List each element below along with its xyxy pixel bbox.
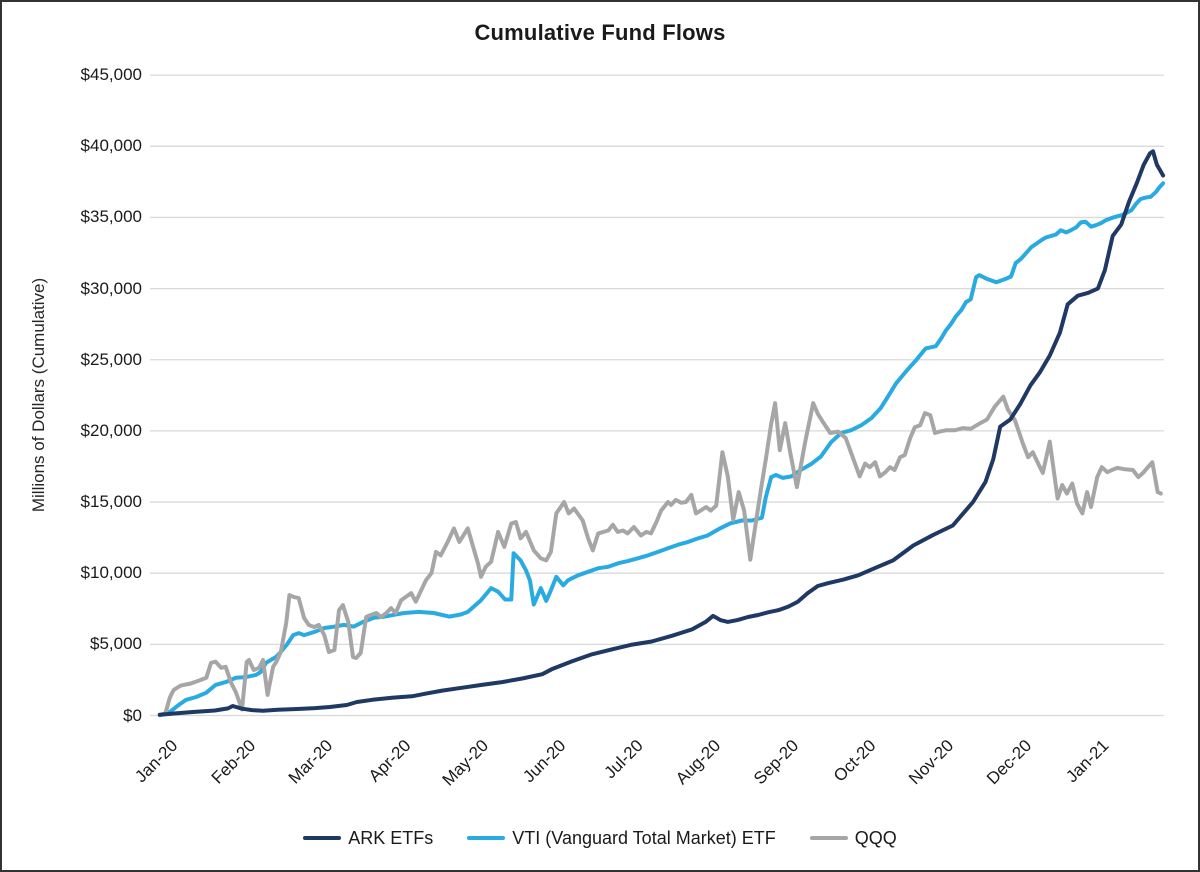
legend-swatch-ark-etfs <box>303 836 342 840</box>
legend-swatch-qqq <box>809 836 848 840</box>
legend-label-vti-vanguard-total-market-etf: VTI (Vanguard Total Market) ETF <box>512 827 776 848</box>
y-tick-label-5000: $5,000 <box>90 634 142 654</box>
series-line-qqq <box>157 394 1163 718</box>
legend-label-qqq: QQQ <box>854 827 897 848</box>
series-line-vti-vanguard-total-market-etf <box>157 181 1166 718</box>
legend: ARK ETFs VTI (Vanguard Total Market) ETF Q… <box>2 824 1198 852</box>
y-tick-label-0: $0 <box>123 705 142 725</box>
y-tick-label-35000: $35,000 <box>80 207 142 227</box>
y-tick-label-30000: $30,000 <box>80 278 142 298</box>
legend-label-ark-etfs: ARK ETFs <box>348 827 434 848</box>
y-tick-label-45000: $45,000 <box>80 65 142 85</box>
y-tick-label-20000: $20,000 <box>80 420 142 440</box>
legend-item-ark-etfs: ARK ETFs <box>303 828 433 849</box>
y-tick-label-15000: $15,000 <box>80 492 142 512</box>
y-tick-label-10000: $10,000 <box>80 563 142 583</box>
series-line-ark-etfs <box>157 149 1166 717</box>
legend-item-vti-vanguard-total-market-etf: VTI (Vanguard Total Market) ETF <box>467 827 776 849</box>
y-tick-label-25000: $25,000 <box>80 349 142 369</box>
legend-swatch-vti-vanguard-total-market-etf <box>467 836 506 840</box>
chart-title: Cumulative Fund Flows <box>474 20 726 45</box>
legend-item-qqq: QQQ <box>809 827 897 849</box>
y-tick-label-40000: $40,000 <box>80 136 142 156</box>
